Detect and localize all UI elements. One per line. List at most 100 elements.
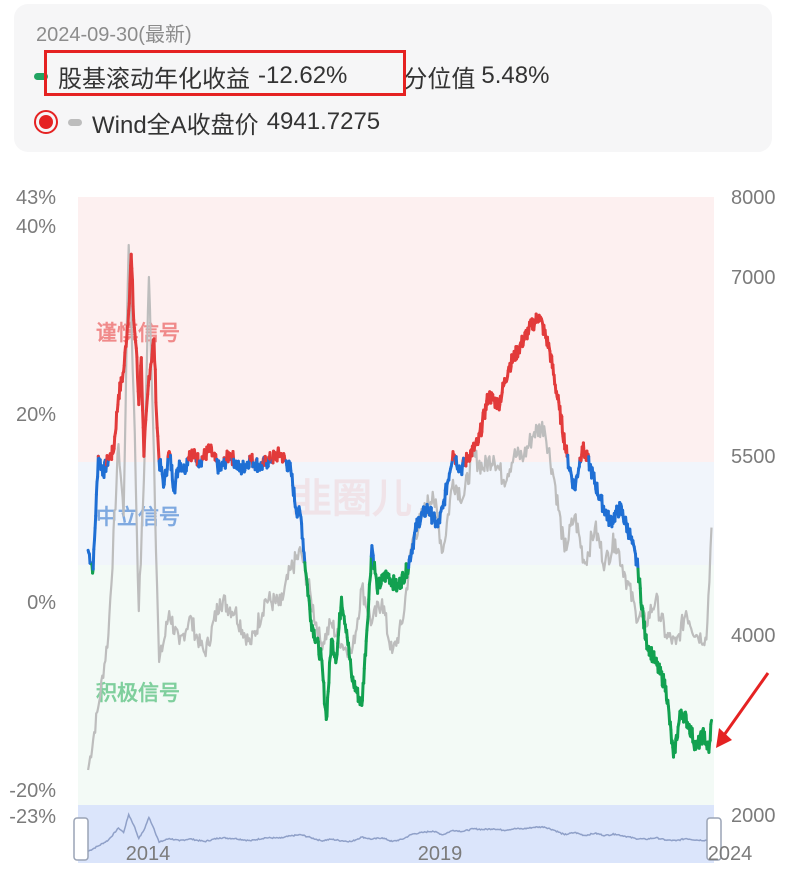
index-series-path [87,243,713,771]
range-handle-right[interactable] [706,817,722,861]
chart-area[interactable]: 谨慎信号 中立信号 积极信号 韭圈儿 43% 40% 20% 0% -20% -23% 8… [0,160,800,890]
index-swatch-icon [68,118,82,126]
right-tick-label: 5500 [731,446,776,468]
return-series-segment [308,607,312,623]
return-series-segment [130,266,134,282]
positive-zone [78,565,714,805]
return-series-segment [152,337,157,363]
return-series-segment [305,583,310,598]
return-series-segment [170,463,174,482]
return-series-segment [364,639,368,657]
zone-label-positive: 积极信号 [96,681,180,705]
percentile-value: 5.48% [481,62,550,89]
return-series-segment [87,552,92,565]
index-series-name: Wind全A收盘价 [92,111,259,139]
return-series-segment [312,628,317,642]
return-series-segment [644,633,649,651]
return-series-segment [367,583,371,601]
left-tick-label: -23% [9,806,56,828]
return-series-segment [154,401,158,416]
return-series-segment [373,560,377,575]
zone-label-caution: 谨慎信号 [96,321,180,345]
return-series-segment [134,346,139,359]
range-slider-track[interactable] [78,805,714,863]
return-series-segment [347,641,351,656]
return-series-segment [131,304,136,322]
return-series-segment [140,386,145,412]
return-series-segment [143,427,147,443]
return-series-segment [139,356,144,390]
return-series-segment [320,659,324,672]
return-series-segment [551,363,555,376]
watermark: 韭圈儿 [292,476,412,522]
return-series-segment [369,554,373,576]
return-series-segment [581,441,586,454]
radio-selected-icon[interactable] [34,110,58,134]
return-series-segment [112,435,117,451]
return-series-segment [411,536,416,550]
x-tick-label: 2024 [708,843,753,865]
return-series-segment [92,538,96,551]
return-series-segment [690,726,695,744]
return-series-segment [302,551,307,565]
return-series-name: 股基滚动年化收益 [58,65,250,93]
legend-date: 2024-09-30(最新) [36,24,192,46]
return-series-segment [360,681,365,702]
index-series-value: 4941.7275 [266,108,381,135]
return-series-segment [348,658,353,671]
return-series-segment [292,486,297,503]
return-series-segment [480,419,484,434]
return-series-segment [321,668,325,682]
return-series-segment [552,373,557,386]
x-tick-label: 2019 [418,843,463,865]
caution-zone [78,197,714,462]
range-slider-miniline [87,812,713,852]
return-series-segment [673,737,678,754]
percentile-label: 分位值 [403,65,476,93]
return-series-segment [664,685,668,702]
return-series-segment [125,325,129,340]
return-series-segment [335,641,340,656]
return-series-value: -12.62% [258,62,348,89]
return-series-segment [94,492,98,518]
legend-row-return[interactable]: 股基滚动年化收益 -12.62% 分位值 5.48% [34,58,549,94]
return-series-segment [143,418,148,431]
return-swatch-icon [34,72,48,80]
return-series-segment [364,628,369,643]
return-series-segment [703,730,707,746]
return-series-segment [638,586,643,605]
left-tick-label: 40% [16,216,56,238]
return-series-segment [635,557,640,571]
return-series-segment [153,368,158,405]
radio-dot-icon [39,115,53,129]
legend-row-index[interactable]: Wind全A收盘价 4941.7275 [34,104,380,140]
return-series-segment [290,472,295,487]
return-series-segment [135,355,139,379]
left-axis: 43% 40% 20% 0% -20% -23% [9,187,56,828]
return-series-segment [126,309,131,326]
return-series-segment [301,537,305,553]
return-series-segment [93,514,98,530]
right-tick-label: 7000 [731,267,776,289]
x-axis: 2014 2019 2024 [126,843,753,865]
right-tick-label: 2000 [731,805,776,827]
return-series-segment [340,595,344,610]
arrow-icon [720,672,770,739]
index-series-line [87,243,713,771]
right-tick-label: 8000 [731,187,776,209]
return-series-segment [156,434,160,452]
return-series-segment [114,410,119,431]
range-handle-left[interactable] [73,817,89,861]
highlight-box [44,50,406,96]
return-series-segment [148,368,152,381]
return-series-segment [93,526,97,542]
return-series-segment [137,383,142,398]
return-series-segment [707,741,712,754]
return-series-segment [638,577,642,590]
zone-label-neutral: 中立信号 [96,505,180,529]
return-series-segment [454,455,459,468]
return-series-segment [362,653,367,670]
return-series-segment [144,409,148,422]
left-tick-label: 20% [16,404,56,426]
return-series-segment [566,453,570,470]
